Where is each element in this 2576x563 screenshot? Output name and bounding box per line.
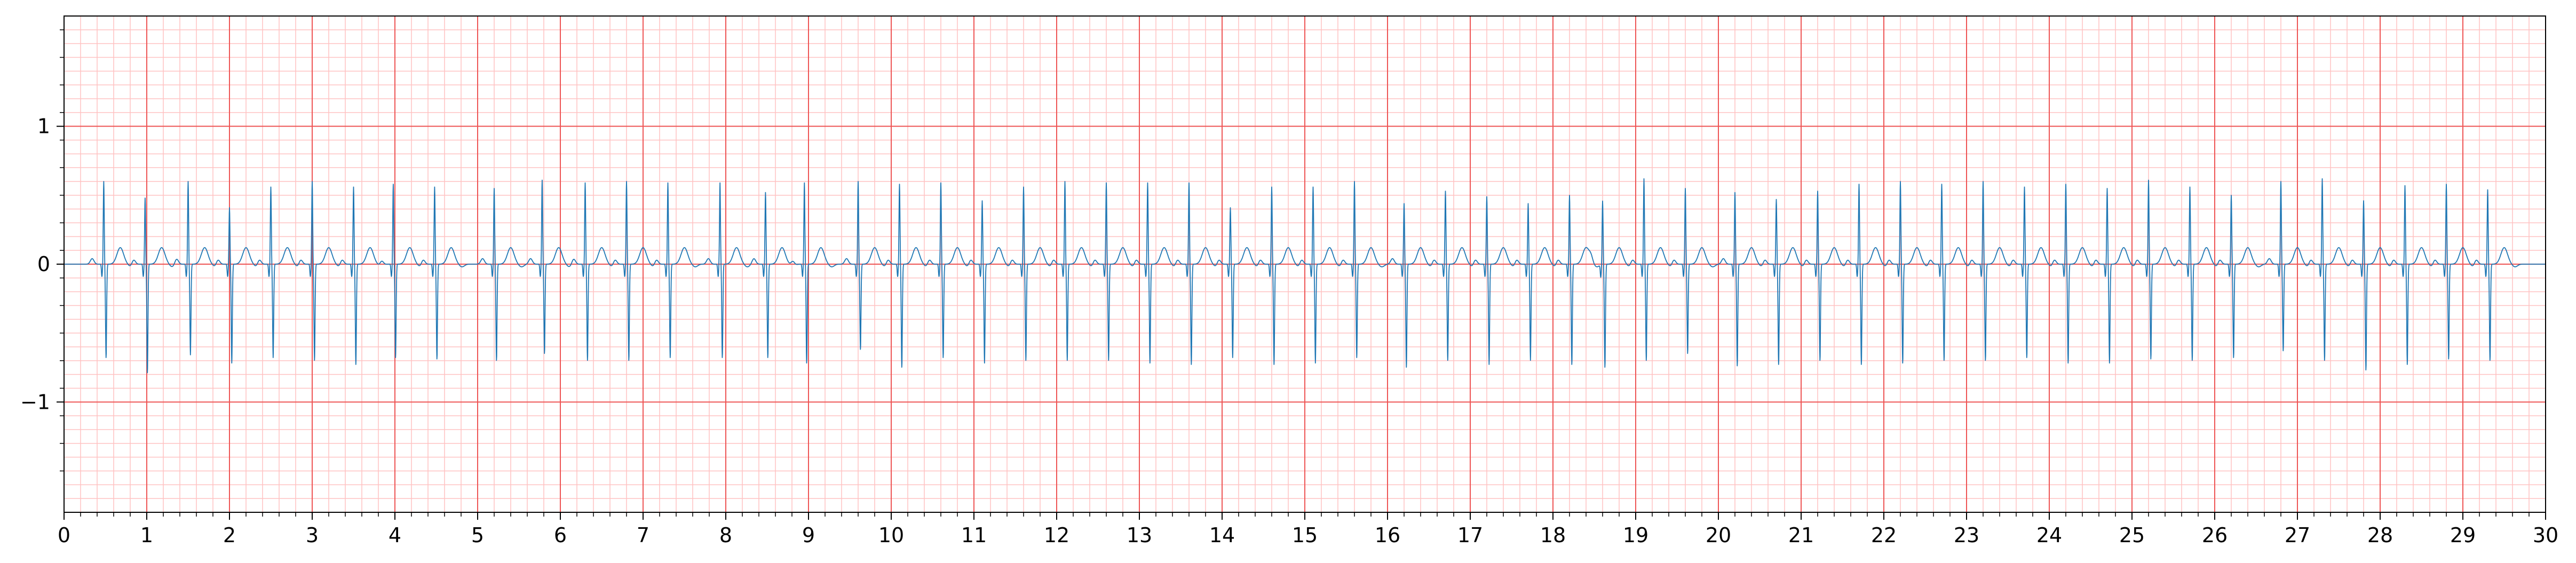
x-tick-label: 12 [1044, 524, 1069, 547]
x-tick-label: 20 [1706, 524, 1731, 547]
x-tick-label: 27 [2285, 524, 2310, 547]
y-tick-label: −1 [20, 390, 50, 414]
x-tick-label: 14 [1209, 524, 1235, 547]
signal-layer [64, 178, 2546, 374]
x-tick-label: 24 [2036, 524, 2062, 547]
y-tick-label: 0 [37, 252, 50, 276]
x-tick-label: 28 [2367, 524, 2393, 547]
x-tick-label: 2 [223, 524, 236, 547]
x-tick-label: 5 [471, 524, 484, 547]
x-tick-label: 13 [1127, 524, 1152, 547]
x-tick-label: 18 [1540, 524, 1566, 547]
x-tick-label: 21 [1788, 524, 1814, 547]
x-tick-label: 0 [58, 524, 70, 547]
x-tick-label: 16 [1375, 524, 1400, 547]
x-tick-label: 7 [637, 524, 649, 547]
y-tick-label: 1 [37, 115, 50, 138]
x-tick-label: 15 [1292, 524, 1318, 547]
x-tick-label: 30 [2533, 524, 2558, 547]
x-tick-label: 10 [878, 524, 904, 547]
x-tick-label: 26 [2202, 524, 2228, 547]
x-axis-ticks: 0 1 2 3 4 5 6 7 8 9 10 11 12 13 14 15 16 17 18 19 20 21 22 23 24… [58, 512, 2558, 547]
x-tick-label: 29 [2450, 524, 2476, 547]
x-tick-label: 17 [1457, 524, 1483, 547]
x-tick-label: 23 [1954, 524, 1979, 547]
ecg-signal-line [64, 178, 2546, 374]
x-tick-label: 8 [719, 524, 732, 547]
x-tick-label: 19 [1623, 524, 1648, 547]
x-tick-label: 4 [389, 524, 401, 547]
x-tick-label: 9 [802, 524, 815, 547]
x-tick-label: 25 [2119, 524, 2145, 547]
y-axis-ticks: −1 0 1 [20, 29, 64, 472]
major-grid [64, 16, 2546, 512]
x-tick-label: 6 [554, 524, 567, 547]
x-tick-label: 1 [140, 524, 153, 547]
x-tick-label: 11 [961, 524, 987, 547]
x-tick-label: 3 [306, 524, 319, 547]
x-tick-label: 22 [1871, 524, 1897, 547]
